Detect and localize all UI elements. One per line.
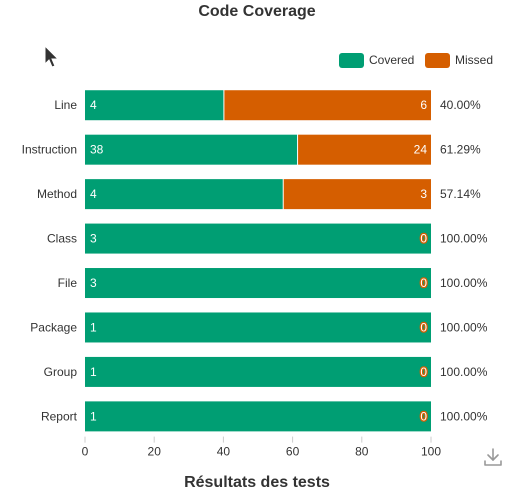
- download-button[interactable]: [482, 446, 504, 468]
- covered-bar: [85, 90, 224, 121]
- covered-bar: [85, 223, 431, 254]
- covered-bar: [85, 134, 298, 165]
- percent-label: 61.29%: [440, 143, 481, 157]
- legend: Covered Missed: [339, 53, 493, 68]
- x-tick-label: 40: [217, 445, 231, 459]
- missed-value-label: 0: [420, 276, 427, 290]
- category-label: Method: [37, 187, 77, 201]
- missed-value-label: 3: [420, 187, 427, 201]
- covered-value-label: 4: [90, 187, 97, 201]
- x-tick-label: 0: [82, 445, 89, 459]
- x-tick-label: 20: [148, 445, 162, 459]
- covered-value-label: 38: [90, 143, 104, 157]
- x-tick-label: 60: [286, 445, 300, 459]
- covered-bar: [85, 268, 431, 299]
- percent-label: 100.00%: [440, 232, 488, 246]
- chart-title: Code Coverage: [198, 3, 316, 20]
- percent-label: 57.14%: [440, 187, 481, 201]
- missed-value-label: 0: [420, 365, 427, 379]
- category-label: File: [58, 276, 78, 290]
- covered-value-label: 1: [90, 409, 97, 423]
- percent-label: 100.00%: [440, 320, 488, 334]
- missed-bar: [224, 90, 431, 121]
- missed-value-label: 0: [420, 320, 427, 334]
- legend-missed-swatch: [425, 53, 450, 68]
- missed-bar: [298, 134, 431, 165]
- covered-bar: [85, 179, 283, 210]
- legend-covered-label: Covered: [369, 53, 414, 67]
- missed-value-label: 0: [420, 409, 427, 423]
- bars-group: Line 4 6 40.00% Instruction 38 24 61.29% Method 4…: [22, 90, 488, 432]
- covered-bar: [85, 312, 431, 343]
- covered-bar: [85, 356, 431, 387]
- cursor-arrow-icon: [44, 45, 60, 68]
- covered-value-label: 4: [90, 98, 97, 112]
- percent-label: 40.00%: [440, 98, 481, 112]
- covered-value-label: 1: [90, 365, 97, 379]
- covered-value-label: 1: [90, 320, 97, 334]
- missed-bar: [283, 179, 431, 210]
- percent-label: 100.00%: [440, 409, 488, 423]
- covered-bar: [85, 401, 431, 432]
- legend-missed-label: Missed: [455, 53, 493, 67]
- next-section-heading: Résultats des tests: [184, 474, 330, 491]
- covered-value-label: 3: [90, 232, 97, 246]
- category-label: Line: [54, 98, 77, 112]
- missed-value-label: 0: [420, 232, 427, 246]
- category-label: Group: [44, 365, 78, 379]
- percent-label: 100.00%: [440, 276, 488, 290]
- legend-covered-swatch: [339, 53, 364, 68]
- percent-label: 100.00%: [440, 365, 488, 379]
- missed-value-label: 6: [420, 98, 427, 112]
- x-tick-label: 80: [355, 445, 369, 459]
- x-axis: 0 20 40 60 80 100: [82, 436, 441, 459]
- category-label: Package: [30, 320, 77, 334]
- download-icon: [484, 448, 502, 466]
- missed-value-label: 24: [414, 143, 428, 157]
- covered-value-label: 3: [90, 276, 97, 290]
- x-tick-label: 100: [421, 445, 441, 459]
- category-label: Class: [47, 232, 77, 246]
- category-label: Report: [41, 409, 78, 423]
- category-label: Instruction: [22, 143, 77, 157]
